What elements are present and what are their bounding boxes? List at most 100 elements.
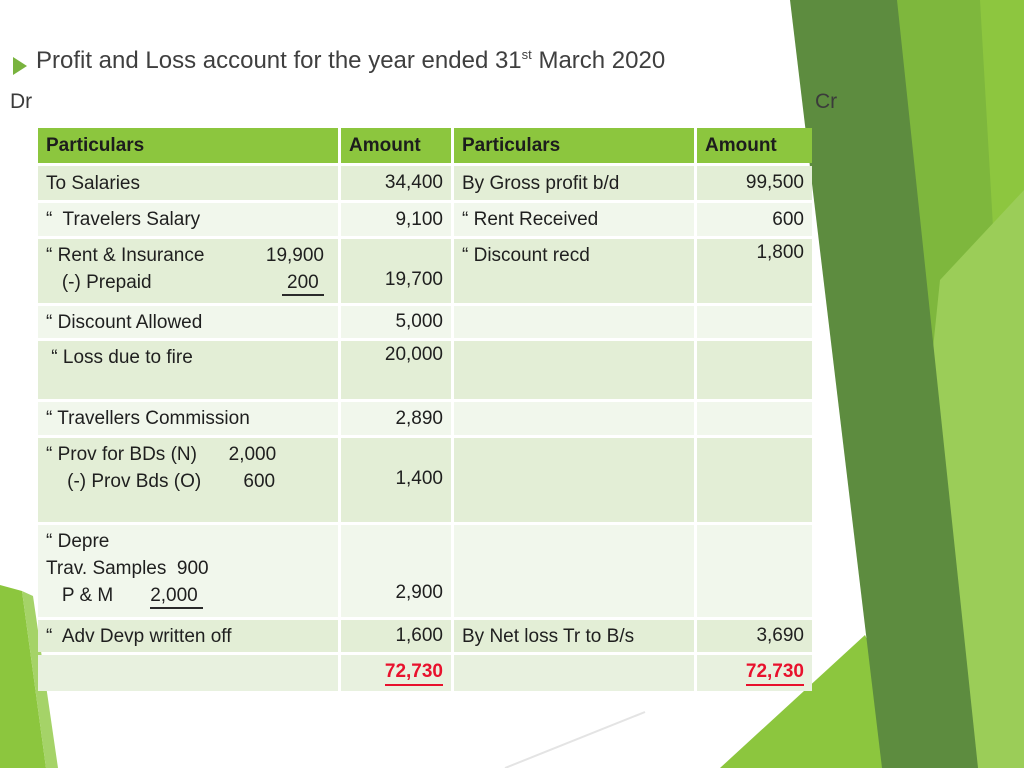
amount-value: 9,100 [395, 208, 443, 230]
cell-text: “ Discount recd [462, 245, 590, 266]
cell-text: (-) Prepaid [46, 272, 152, 293]
cell-left-particulars: “ Travelers Salary [38, 203, 338, 236]
cell-right-amount [697, 438, 812, 522]
underlined-value: 200 [281, 269, 324, 296]
cell-left-amount: 20,000 [341, 341, 451, 399]
cell-right-amount: 600 [697, 203, 812, 236]
dr-label: Dr [10, 90, 33, 113]
cell-right-particulars [454, 525, 694, 617]
cell-line: “ Depre [46, 528, 334, 555]
cell-left-amount: 34,400 [341, 166, 451, 200]
amount-value: 34,400 [384, 172, 443, 193]
cell-right-amount [697, 525, 812, 617]
cell-text: Trav. Samples 900 [46, 558, 209, 579]
cell-right-particulars: By Net loss Tr to B/s [454, 620, 694, 652]
cell-left-amount: 2,900 [341, 525, 451, 617]
underlined-value: 2,000 [150, 582, 204, 609]
cell-right-amount: 1,800 [697, 239, 812, 303]
cell-right-particulars [454, 306, 694, 338]
cell-left-particulars: “ Prov for BDs (N) 2,000 (-) Prov Bds (O… [38, 438, 338, 522]
amount-value: 1,800 [756, 242, 804, 263]
cell-line: “ Travelers Salary [46, 206, 334, 233]
cell-text: (-) Prov Bds (O) 600 [46, 471, 276, 492]
cell-right-amount [697, 306, 812, 338]
bullet-triangle-icon [13, 57, 27, 75]
cell-right-amount [697, 341, 812, 399]
cell-right-amount [697, 402, 812, 435]
cell-line: “ Rent Received [462, 206, 690, 233]
cell-left-amount: 72,730 [341, 655, 451, 691]
cell-left-amount: 1,600 [341, 620, 451, 652]
amount-value: 20,000 [384, 344, 443, 365]
amount-value: 19,700 [384, 269, 443, 290]
cell-right-particulars: “ Discount recd [454, 239, 694, 303]
total-amount: 72,730 [384, 660, 443, 686]
cell-line: By Gross profit b/d [462, 170, 690, 197]
cell-right-amount: 72,730 [697, 655, 812, 691]
cell-line: “ Discount Allowed [46, 309, 334, 336]
cell-text: “ Adv Devp written off [46, 625, 232, 647]
cell-left-particulars: “ Travellers Commission [38, 402, 338, 435]
cell-right-amount: 3,690 [697, 620, 812, 652]
total-amount: 72,730 [745, 660, 804, 686]
table-header-cell: Particulars [454, 128, 694, 163]
cell-left-particulars: “ Depre Trav. Samples 900 P & M 2,000 [38, 525, 338, 617]
slide-title: Profit and Loss account for the year end… [36, 47, 665, 75]
amount-value: 1,600 [395, 625, 443, 646]
amount-value: 5,000 [395, 311, 443, 332]
cell-right-particulars [454, 341, 694, 399]
cell-left-amount: 19,700 [341, 239, 451, 303]
cell-left-particulars: “ Discount Allowed [38, 306, 338, 338]
header-label: Particulars [462, 134, 561, 156]
amount-value: 600 [772, 208, 804, 230]
cell-left-particulars: To Salaries [38, 166, 338, 200]
cell-left-particulars [38, 655, 338, 691]
amount-value: 99,500 [745, 172, 804, 193]
table-header-cell: Amount [697, 128, 812, 163]
amount-value: 1,400 [395, 468, 443, 489]
cr-label: Cr [815, 90, 838, 113]
cell-line: “ Loss due to fire [46, 344, 334, 371]
cell-text: “ Rent & Insurance [46, 245, 205, 266]
cell-left-particulars: “ Loss due to fire [38, 341, 338, 399]
cell-text: To Salaries [46, 172, 140, 194]
cell-left-amount: 1,400 [341, 438, 451, 522]
cell-left-amount: 2,890 [341, 402, 451, 435]
cell-line: To Salaries [46, 170, 334, 197]
header-label: Amount [349, 134, 421, 156]
cell-right-particulars: “ Rent Received [454, 203, 694, 236]
cell-text: P & M [46, 585, 151, 606]
cell-text: “ Travellers Commission [46, 408, 250, 429]
cell-line: “ Rent & Insurance 19,900 [46, 242, 334, 269]
title-suffix: March 2020 [531, 47, 666, 74]
amount-value: 3,690 [756, 625, 804, 646]
cell-line: “ Prov for BDs (N) 2,000 [46, 441, 334, 468]
cell-text: “ Rent Received [462, 209, 599, 230]
cell-left-particulars: “ Rent & Insurance 19,900 (-) Prepaid 200 [38, 239, 338, 303]
left-bottom-wedge [0, 585, 46, 768]
cell-line: P & M 2,000 [46, 582, 334, 609]
cell-line: Trav. Samples 900 [46, 555, 334, 582]
cell-text: “ Discount Allowed [46, 311, 203, 333]
header-label: Particulars [46, 134, 145, 156]
amount-value: 2,890 [395, 407, 443, 429]
faint-diagonal-line [504, 711, 646, 768]
cell-text: “ Loss due to fire [46, 347, 193, 368]
cell-left-particulars: “ Adv Devp written off [38, 620, 338, 652]
cell-line: By Net loss Tr to B/s [462, 623, 690, 650]
cell-right-particulars [454, 438, 694, 522]
cell-left-amount: 5,000 [341, 306, 451, 338]
cell-right-particulars [454, 655, 694, 691]
title-text: Profit and Loss account for the year end… [36, 47, 522, 74]
table-header-cell: Amount [341, 128, 451, 163]
cell-right-particulars [454, 402, 694, 435]
cell-line: “ Travellers Commission [46, 405, 334, 432]
cell-line: (-) Prov Bds (O) 600 [46, 468, 334, 495]
header-label: Amount [705, 134, 777, 156]
amount-value: 2,900 [395, 582, 443, 603]
cell-text: “ Travelers Salary [46, 209, 201, 230]
cell-text: By Net loss Tr to B/s [462, 625, 635, 647]
cell-line: “ Discount recd [462, 242, 690, 269]
cell-left-amount: 9,100 [341, 203, 451, 236]
